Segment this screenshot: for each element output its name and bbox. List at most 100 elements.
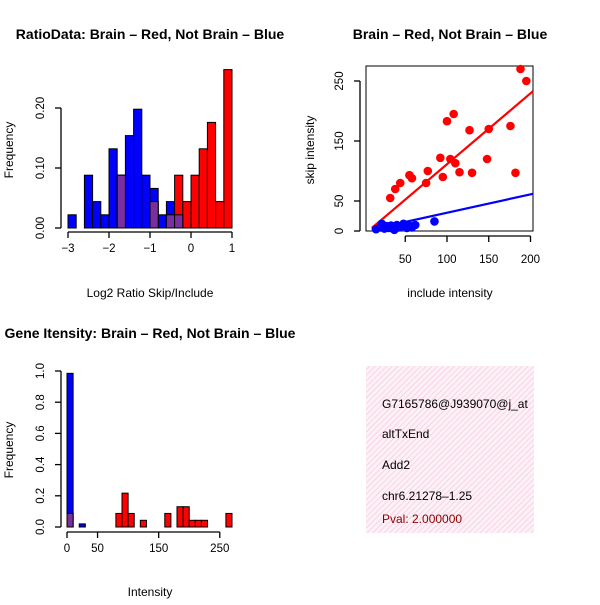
gene-intensity-histogram-panel: Gene Itensity: Brain – Red, Not Brain – … <box>2 325 296 599</box>
ratio-histogram-bar-brain-17 <box>206 121 217 229</box>
gene-intensity-y-tick-label: 0.0 <box>35 519 47 535</box>
gene-intensity-bar-brain-12 <box>139 519 147 528</box>
scatter-ylabel: skip intensity <box>303 116 317 185</box>
ratio-histogram-bar-brain-18 <box>215 201 225 229</box>
ratio-histogram-bar-not-brain-3 <box>92 201 102 229</box>
ratio-histogram-x-tick-label: 1 <box>229 243 235 255</box>
scatter-y-tick-label: 50 <box>334 195 346 208</box>
scatter-point-brain-15 <box>465 125 474 135</box>
scatter-point-brain-18 <box>484 124 494 134</box>
gene-intensity-xlabel: Intensity <box>128 585 173 599</box>
ratio-histogram-bar-not-brain-8 <box>133 108 143 229</box>
scatter-axes: 50 100 150 200 0 50 150 250 <box>334 71 540 266</box>
ratio-histogram-y-tick-label: 0.20 <box>35 97 47 119</box>
scatter-point-not-brain-17 <box>430 217 439 226</box>
ratio-histogram-y-tick-label: 0.00 <box>35 217 47 239</box>
scatter-x-tick-label: 150 <box>479 254 498 266</box>
gene-intensity-y-tick-label: 1.0 <box>35 363 47 379</box>
info-event-type: altTxEnd <box>382 427 429 441</box>
ratio-histogram-bar-brain-15 <box>190 174 200 229</box>
info-gene-id: G7165786@J939070@j_at <box>382 397 528 411</box>
ratio-histogram-y-tick-label: 0.10 <box>35 157 47 179</box>
gene-intensity-bar-brain-20 <box>188 519 196 528</box>
scatter-point-brain-12 <box>449 109 458 119</box>
ratio-histogram-bar-not-brain-11 <box>157 214 167 229</box>
scatter-point-brain-21 <box>516 64 525 74</box>
gene-intensity-ylabel: Frequency <box>2 422 16 479</box>
info-pval: Pval: 2.000000 <box>382 512 462 526</box>
ratio-histogram-bar-brain-14 <box>182 201 192 229</box>
gene-intensity-title: Gene Itensity: Brain – Red, Not Brain – … <box>5 325 296 341</box>
ratio-histogram-xlabel: Log2 Ratio Skip/Include <box>87 286 214 300</box>
scatter-y-tick-label: 250 <box>334 71 346 90</box>
ratio-histogram-bar-not-brain-0 <box>67 214 77 229</box>
ratio-histogram-bar-not-brain-7 <box>124 135 135 229</box>
info-panel: G7165786@J939070@j_at altTxEnd Add2 chr6… <box>366 366 534 533</box>
gene-intensity-axes: 0 50 150 250 0.0 0.2 0.4 0.6 0.8 1.0 <box>35 363 229 555</box>
scatter-point-brain-1 <box>385 193 395 203</box>
gene-intensity-bar-not-brain-2 <box>78 523 86 528</box>
intensity-scatter-panel: Brain – Red, Not Brain – Blue include in… <box>303 26 547 300</box>
scatter-x-tick-label: 100 <box>437 254 456 266</box>
ratio-histogram-panel: RatioData: Brain – Red, Not Brain – Blue… <box>2 26 284 300</box>
scatter-point-brain-7 <box>423 166 433 176</box>
scatter-point-brain-20 <box>511 168 520 178</box>
gene-intensity-x-tick-label: 0 <box>64 543 70 555</box>
ratio-histogram-bar-not-brain-4 <box>100 214 110 229</box>
info-gene-symbol: Add2 <box>382 458 410 472</box>
ratio-histogram-bar-brain-19 <box>223 69 233 229</box>
ratio-histogram-bar-brain-16 <box>198 148 208 229</box>
gene-intensity-bar-brain-18 <box>176 506 184 528</box>
gene-intensity-bars <box>66 372 233 528</box>
ratio-histogram-axes: −3 −2 −1 0 1 0.00 0.10 0.20 <box>35 97 235 255</box>
scatter-point-brain-13 <box>451 158 460 168</box>
scatter-x-tick-label: 50 <box>399 254 412 266</box>
ratio-histogram-title: RatioData: Brain – Red, Not Brain – Blue <box>16 26 285 42</box>
ratio-histogram-bar-not-brain-5 <box>108 148 118 229</box>
gene-intensity-bar-brain-19 <box>182 506 190 528</box>
scatter-point-brain-9 <box>438 172 448 182</box>
gene-intensity-y-tick-label: 0.2 <box>35 488 47 504</box>
gene-intensity-bar-brain-16 <box>164 512 172 528</box>
scatter-point-brain-8 <box>436 153 445 163</box>
scatter-title: Brain – Red, Not Brain – Blue <box>353 26 548 42</box>
scatter-y-tick-label: 150 <box>334 131 346 150</box>
ratio-histogram-x-tick-label: −1 <box>143 243 156 255</box>
scatter-point-brain-3 <box>395 178 405 188</box>
ratio-histogram-ylabel: Frequency <box>2 122 16 179</box>
scatter-point-brain-16 <box>467 168 477 178</box>
gene-intensity-bar-not-brain-0 <box>66 372 74 528</box>
scatter-point-brain-2 <box>390 184 400 194</box>
ratio-histogram-x-tick-label: −2 <box>102 243 115 255</box>
ratio-histogram-bar-overlap-13 <box>174 214 184 229</box>
scatter-xlabel: include intensity <box>407 286 492 300</box>
scatter-x-tick-label: 200 <box>521 254 540 266</box>
ratio-histogram-bars <box>67 69 233 229</box>
info-panel-background <box>366 366 534 533</box>
gene-intensity-bar-brain-8 <box>115 512 123 528</box>
scatter-point-brain-14 <box>455 167 464 177</box>
info-location: chr6.21278–1.25 <box>382 489 472 503</box>
scatter-point-not-brain-16 <box>410 220 420 230</box>
ratio-histogram-bar-not-brain-9 <box>141 174 151 229</box>
ratio-histogram-bar-overlap-6 <box>116 174 126 229</box>
ratio-histogram-x-tick-label: 0 <box>188 243 194 255</box>
gene-intensity-bar-brain-10 <box>127 512 135 528</box>
ratio-histogram-x-tick-label: −3 <box>61 243 74 255</box>
scatter-y-tick-label: 0 <box>334 228 346 234</box>
ratio-histogram-bar-overlap-10 <box>149 201 159 229</box>
gene-intensity-x-tick-label: 150 <box>149 543 168 555</box>
scatter-point-brain-19 <box>506 121 515 131</box>
gene-intensity-y-tick-label: 0.6 <box>35 425 47 441</box>
ratio-histogram-bar-overlap-12 <box>165 214 176 229</box>
gene-intensity-bar-brain-22 <box>200 519 209 528</box>
gene-intensity-y-tick-label: 0.8 <box>35 394 47 410</box>
gene-intensity-bar-brain-26 <box>225 512 233 528</box>
scatter-points <box>371 64 531 235</box>
gene-intensity-x-tick-label: 250 <box>210 543 229 555</box>
scatter-point-brain-22 <box>522 76 531 86</box>
scatter-point-brain-17 <box>482 154 492 164</box>
scatter-point-brain-10 <box>442 116 452 126</box>
